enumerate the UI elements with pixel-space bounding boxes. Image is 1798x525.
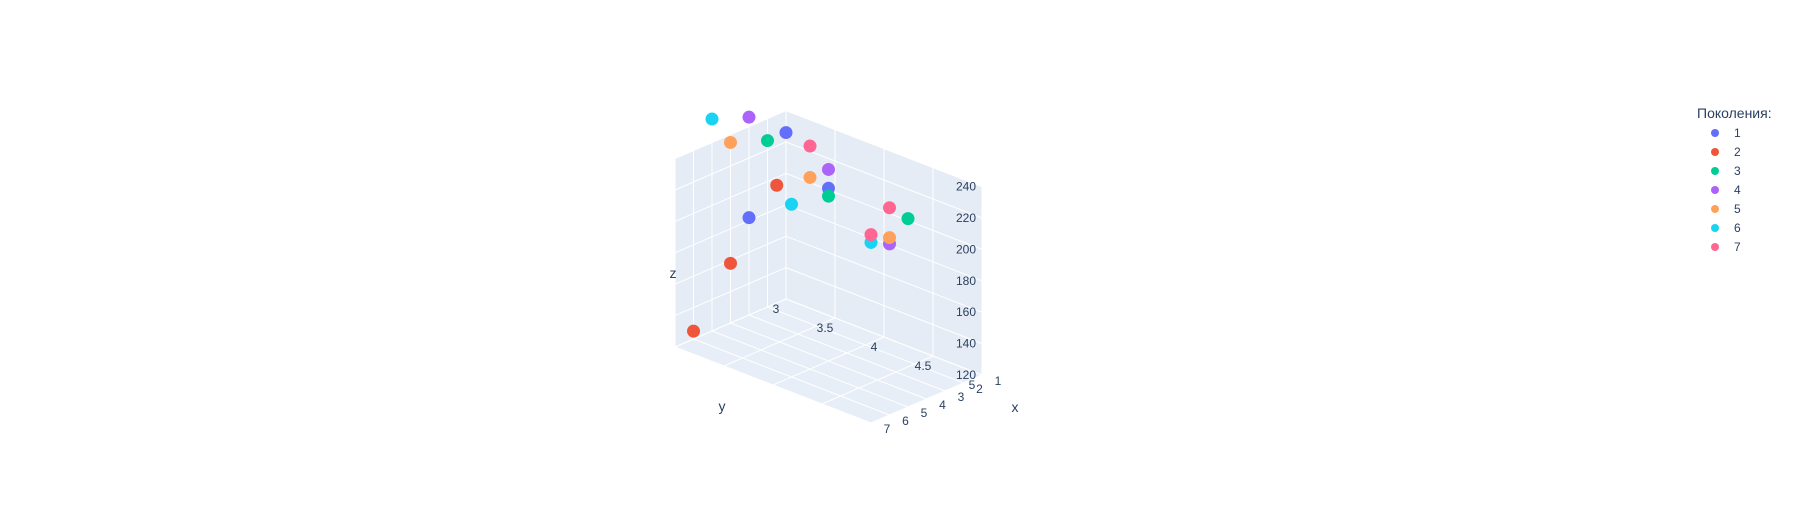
legend-marker-5	[1711, 205, 1719, 213]
x-tick-label: 7	[884, 422, 891, 436]
legend-marker-7	[1711, 243, 1719, 251]
legend-items: 1 2 3 4 5 6 7	[1711, 126, 1741, 254]
y-tick-label: 5	[969, 378, 976, 392]
data-point-series-2	[770, 178, 784, 192]
grid-y-line	[674, 298, 787, 348]
grid-y-line	[821, 355, 934, 405]
legend-title: Поколения:	[1697, 105, 1772, 121]
grid-y-line	[723, 317, 836, 367]
data-point-series-3	[822, 189, 835, 203]
legend-label-3: 3	[1734, 164, 1741, 178]
data-points	[687, 110, 915, 338]
legend-marker-2	[1711, 148, 1719, 156]
x-tick-label: 2	[976, 382, 983, 396]
legend: Поколения: 1 2 3 4 5 6 7	[1697, 105, 1772, 254]
grid-y-line	[772, 336, 885, 386]
y-axis-title: y	[719, 398, 726, 414]
data-point-series-4	[822, 162, 835, 176]
legend-label-1: 1	[1734, 126, 1741, 140]
legend-label-2: 2	[1734, 145, 1741, 159]
x-tick-label: 6	[902, 414, 909, 428]
z-tick-label: 220	[956, 211, 976, 225]
data-point-series-7	[864, 228, 878, 242]
data-point-series-7	[803, 139, 817, 153]
data-point-series-7	[883, 201, 896, 215]
z-tick-label: 160	[956, 305, 976, 319]
x-tick-label: 5	[921, 406, 928, 420]
z-axis-title: z	[670, 265, 677, 281]
data-point-series-4	[742, 110, 756, 124]
legend-label-5: 5	[1734, 202, 1741, 216]
legend-marker-6	[1711, 224, 1719, 232]
data-point-series-6	[705, 112, 719, 126]
data-point-series-3	[901, 212, 915, 226]
z-tick-label: 180	[956, 274, 976, 288]
data-point-series-5	[724, 135, 737, 149]
z-tick-label: 240	[956, 180, 976, 194]
data-point-series-6	[785, 197, 798, 211]
x-tick-label: 4	[939, 398, 946, 412]
data-point-series-3	[761, 134, 774, 148]
data-point-series-1	[742, 211, 756, 225]
legend-label-6: 6	[1734, 221, 1741, 235]
data-point-series-1	[779, 126, 793, 140]
grid-y-line	[870, 374, 983, 424]
legend-marker-1	[1711, 129, 1719, 137]
x-tick-label: 3	[958, 390, 965, 404]
legend-label-4: 4	[1734, 183, 1741, 197]
x-axis-title: x	[1012, 399, 1019, 415]
y-tick-label: 4	[871, 340, 878, 354]
data-point-series-2	[687, 324, 700, 338]
x-tick-label: 1	[995, 374, 1002, 388]
data-point-series-5	[883, 231, 896, 245]
legend-label-7: 7	[1734, 240, 1741, 254]
data-point-series-2	[724, 256, 737, 270]
legend-marker-4	[1711, 186, 1719, 194]
legend-marker-3	[1711, 167, 1719, 175]
y-tick-label: 3	[773, 302, 780, 316]
z-tick-label: 200	[956, 242, 976, 256]
y-tick-label: 3.5	[817, 321, 834, 335]
z-tick-label: 120	[956, 368, 976, 382]
y-tick-label: 4.5	[915, 359, 932, 373]
z-tick-label: 140	[956, 337, 976, 351]
data-point-series-5	[803, 170, 817, 184]
